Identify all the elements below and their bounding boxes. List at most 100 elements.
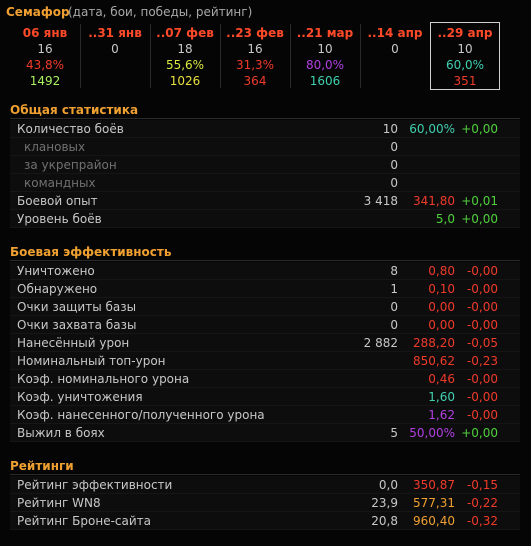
stat-delta: -0,00 [466,372,498,386]
stat-row [10,424,520,442]
stat-label: Коэф. уничтожения [17,390,143,404]
stat-average: 0,80 [428,264,455,278]
column-date: 06 янв [22,26,68,40]
stat-label: Выжил в боях [17,426,105,440]
stat-label: Количество боёв [17,122,124,136]
stat-label: Коэф. нанесенного/полученного урона [17,408,265,422]
stat-label: Боевой опыт [17,194,98,208]
stat-row [10,316,520,334]
stat-label: командных [24,176,96,190]
column-date: ..14 апр [367,26,423,40]
column-rating: 1606 [309,74,341,88]
column-date: ..21 мар [296,26,354,40]
stat-delta: -0,00 [466,282,498,296]
stat-row [10,388,520,406]
stat-value: 0 [390,318,398,332]
stat-delta: +0,00 [461,122,498,136]
stat-row [10,262,520,280]
stat-value: 0 [390,158,398,172]
stat-value: 10 [382,122,398,136]
column-battles: 16 [247,42,263,56]
stat-average: 0,10 [428,282,455,296]
stat-average: 341,80 [413,194,455,208]
stat-value: 0 [390,140,398,154]
column-date: ..29 апр [437,26,493,40]
column-separator [220,24,221,88]
stat-value: 3 418 [363,194,398,208]
column-battles: 0 [391,42,399,56]
stat-delta: -0,00 [466,318,498,332]
stat-row [10,192,520,210]
stat-average: 0,00 [428,318,455,332]
stat-delta: -0,22 [466,496,498,510]
stat-delta: -0,00 [466,390,498,404]
stat-delta: -0,00 [466,300,498,314]
stat-label: Нанесённый урон [17,336,130,350]
stat-row [10,494,520,512]
stat-row [10,406,520,424]
stat-row [10,334,520,352]
stat-label: Рейтинг эффективности [17,478,173,492]
stat-label: Очки защиты базы [17,300,137,314]
stat-value: 8 [390,264,398,278]
stat-value: 5 [390,426,398,440]
stat-value: 1 [390,282,398,296]
stat-average: 850,62 [413,354,455,368]
column-separator [80,24,81,88]
stat-delta: +0,00 [461,426,498,440]
stat-label: Коэф. номинального урона [17,372,190,386]
stat-label: клановых [24,140,86,154]
stat-value: 0 [390,176,398,190]
column-wins: 55,6% [165,58,205,72]
stat-row [10,156,520,174]
column-wins: 80,0% [305,58,345,72]
stat-value: 0,0 [378,478,398,492]
stat-delta: -0,32 [466,514,498,528]
column-separator [360,24,361,88]
column-wins: 60,0% [445,58,485,72]
stat-label: Рейтинг WN8 [17,496,101,510]
stat-label: Рейтинг Броне-сайта [17,514,152,528]
stat-average: 0,46 [428,372,455,386]
column-battles: 10 [317,42,333,56]
stat-average: 350,87 [413,478,455,492]
stat-value: 20,8 [371,514,398,528]
header-subtitle: (дата, бои, победы, рейтинг) [68,5,253,19]
column-battles: 18 [177,42,193,56]
section-title: Общая статистика [10,102,520,119]
stat-average: 60,00% [409,122,455,136]
stat-value: 2 882 [363,336,398,350]
column-wins: 31,3% [235,58,275,72]
stat-label: за укрепрайон [24,158,117,172]
stat-row [10,370,520,388]
stat-average: 5,0 [435,212,455,226]
column-date: ..31 янв [88,26,142,40]
column-rating: 364 [243,74,267,88]
stat-value: 23,9 [371,496,398,510]
column-separator [290,24,291,88]
stat-delta: +0,00 [461,212,498,226]
stat-label: Номинальный топ-урон [17,354,166,368]
column-wins: 43,8% [25,58,65,72]
column-rating: 351 [453,74,477,88]
column-battles: 0 [111,42,119,56]
column-battles: 16 [37,42,53,56]
stat-row [10,476,520,494]
header-title: Семафор [6,5,70,19]
stat-row [10,138,520,156]
column-battles: 10 [457,42,473,56]
column-date: ..07 фев [156,26,214,40]
stat-delta: -0,00 [466,408,498,422]
stat-row [10,352,520,370]
stat-average: 1,60 [428,390,455,404]
stat-average: 577,31 [413,496,455,510]
stat-label: Обнаружено [17,282,98,296]
section-title: Рейтинги [10,458,520,475]
section-title: Боевая эффективность [10,244,520,261]
stat-row [10,120,520,138]
stat-delta: -0,00 [466,264,498,278]
stat-average: 960,40 [413,514,455,528]
stat-delta: -0,05 [466,336,498,350]
stat-label: Уничтожено [17,264,95,278]
